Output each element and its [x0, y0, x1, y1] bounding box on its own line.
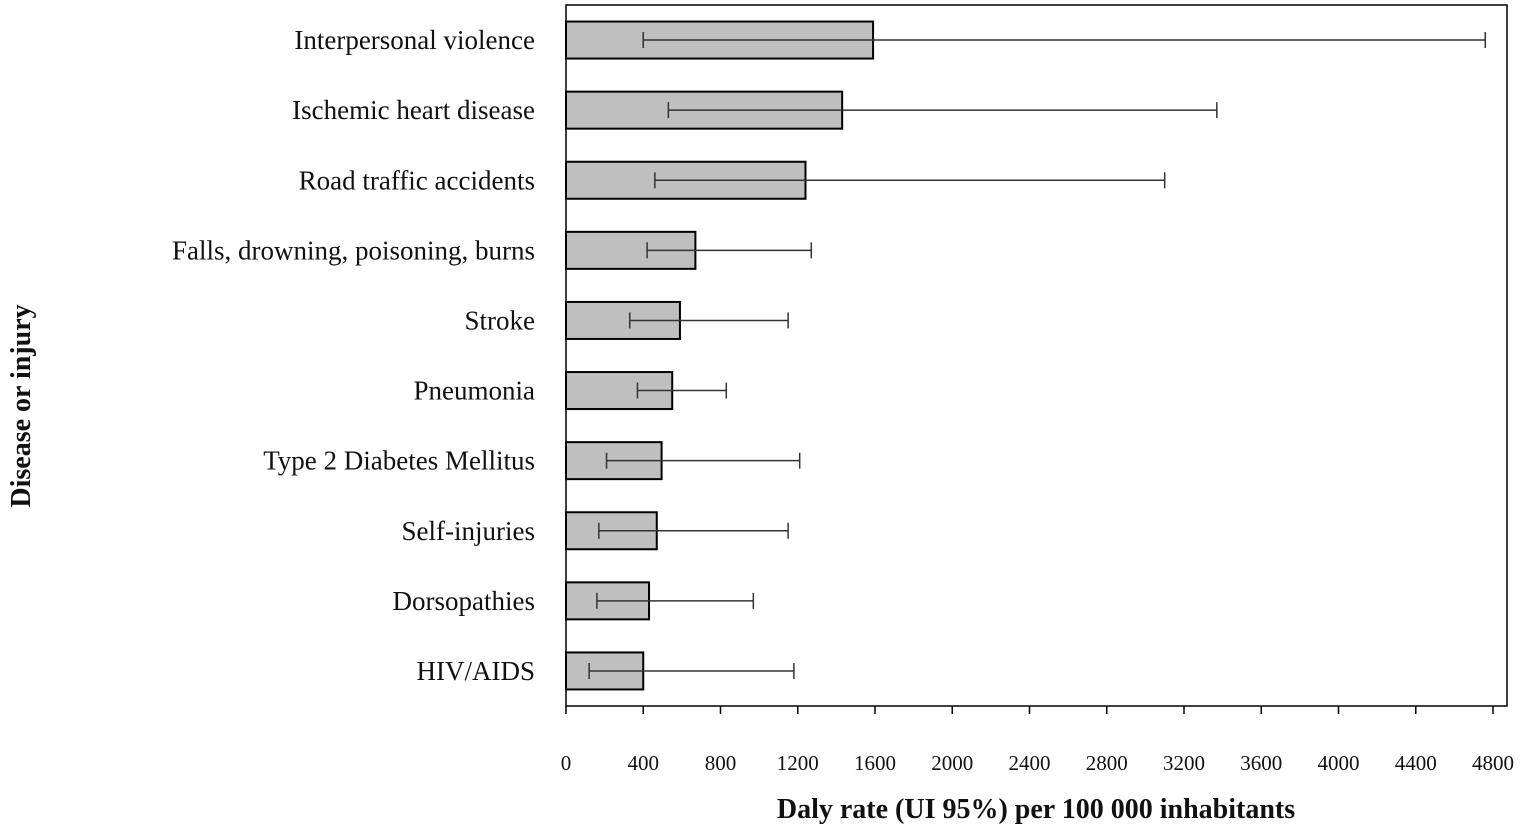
bar	[565, 230, 697, 270]
category-label: Falls, drowning, poisoning, burns	[172, 235, 535, 265]
x-tick-label: 3200	[1163, 751, 1205, 775]
bar	[565, 371, 674, 411]
category-label: Pneumonia	[414, 376, 536, 406]
x-tick-label: 2000	[931, 751, 973, 775]
x-tick-label: 0	[561, 751, 572, 775]
category-label: Type 2 Diabetes Mellitus	[263, 446, 535, 476]
x-tick-label: 1200	[777, 751, 819, 775]
y-axis-title: Disease or injury	[6, 304, 37, 507]
category-label: Self-injuries	[402, 516, 535, 546]
bar	[565, 581, 651, 621]
x-tick-label: 400	[628, 751, 660, 775]
x-tick-label: 2400	[1009, 751, 1051, 775]
x-axis: 0 400 800 1200 1600 2000 2400 2800 3200 3600 4000 4…	[561, 706, 1514, 775]
category-label: Interpersonal violence	[294, 25, 535, 55]
bars-layer	[565, 20, 1487, 691]
category-label: HIV/AIDS	[417, 656, 536, 686]
x-tick-label: 3600	[1240, 751, 1282, 775]
x-tick-label: 4000	[1318, 751, 1360, 775]
category-label: Road traffic accidents	[299, 165, 535, 195]
category-label: Ischemic heart disease	[292, 95, 535, 125]
plot-area-frame	[565, 4, 1508, 707]
x-tick-label: 2800	[1086, 751, 1128, 775]
category-label: Stroke	[465, 305, 536, 335]
category-label: Dorsopathies	[393, 586, 535, 616]
x-tick-label: 4800	[1472, 751, 1514, 775]
x-axis-title: Daly rate (UI 95%) per 100 000 inhabitan…	[777, 794, 1295, 825]
x-tick-label: 800	[705, 751, 737, 775]
category-labels: Interpersonal violence Ischemic heart dis…	[172, 25, 535, 686]
x-tick-label: 1600	[854, 751, 896, 775]
x-tick-label: 4400	[1395, 751, 1437, 775]
